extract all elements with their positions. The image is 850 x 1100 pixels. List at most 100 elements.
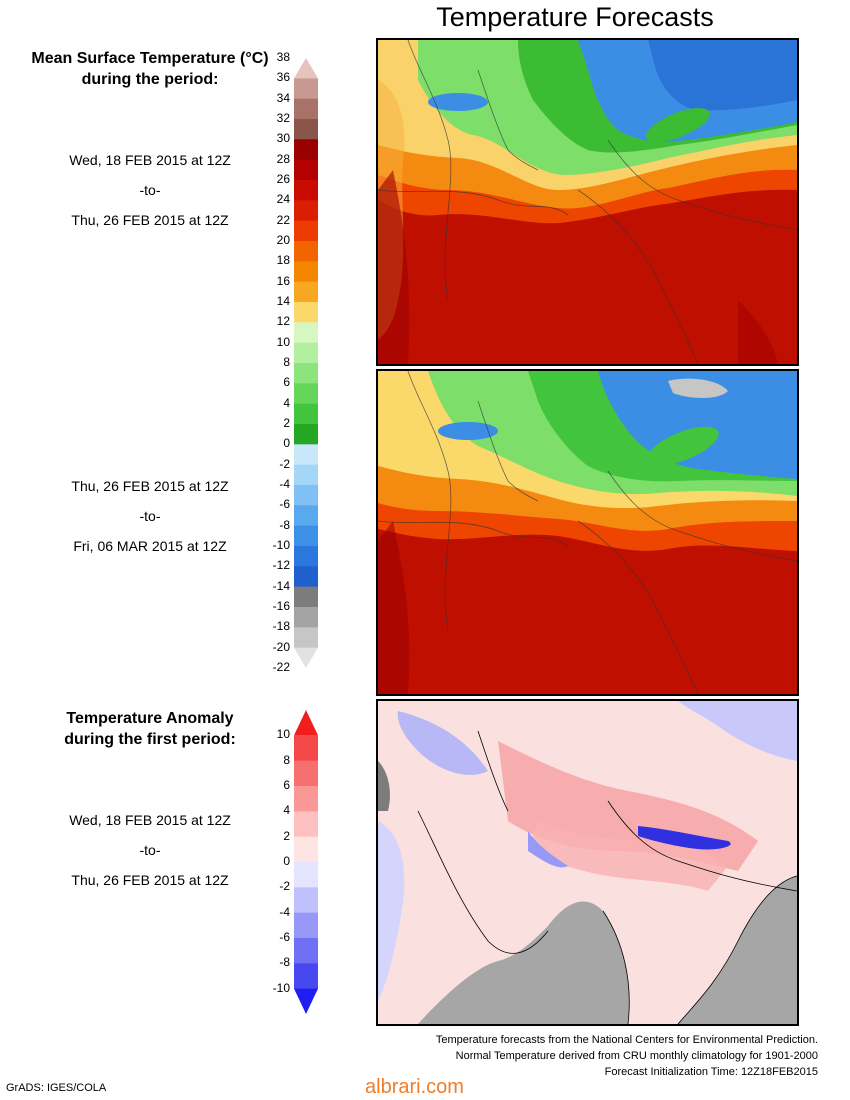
mean-temp-tick-label: -16 — [272, 599, 290, 613]
mean-temp-color-segment — [294, 383, 318, 405]
anomaly-color-segment — [294, 836, 318, 863]
mean-temp-tick-label: -20 — [272, 639, 290, 654]
mean-temp-tick-label: 28 — [276, 151, 290, 166]
temperature-map-period1-graphic — [378, 40, 797, 364]
period2-separator: -to- — [139, 508, 161, 524]
mean-temp-color-segment — [294, 58, 318, 79]
anomaly-color-segment — [294, 710, 318, 736]
mean-temp-tick-label: 2 — [283, 416, 290, 430]
anomaly-color-segment — [294, 760, 318, 787]
mean-temp-tick-label: 6 — [283, 375, 290, 390]
mean-temp-heading: Mean Surface Temperature (°C) during the… — [0, 48, 300, 90]
mean-temp-tick-label: -18 — [272, 619, 290, 634]
mean-temp-color-segment — [294, 261, 318, 283]
mean-temp-tick-label: 16 — [276, 273, 290, 288]
period1-start: Wed, 18 FEB 2015 at 12Z — [69, 152, 231, 168]
mean-temp-color-segment — [294, 119, 318, 140]
anomaly-tick-label: 10 — [276, 727, 290, 742]
anomaly-heading-line2: during the first period: — [64, 731, 236, 748]
mean-temp-color-segment — [294, 505, 318, 527]
mean-temp-tick-label: 22 — [276, 212, 290, 227]
mean-temp-tick-label: -8 — [279, 517, 290, 532]
mean-temp-tick-label: -22 — [272, 660, 290, 674]
anomaly-color-segment — [294, 811, 318, 838]
anomaly-tick-label: -2 — [279, 879, 290, 894]
anomaly-tick-label: -8 — [279, 955, 290, 970]
mean-temp-tick-label: 38 — [276, 50, 290, 64]
period2-start: Thu, 26 FEB 2015 at 12Z — [71, 478, 229, 494]
mean-temp-color-segment — [294, 98, 318, 120]
mean-temp-tick-label: -14 — [272, 578, 290, 593]
mean-temp-color-segment — [294, 302, 318, 323]
mean-temp-color-segment — [294, 464, 318, 486]
mean-temp-tick-label: 8 — [283, 355, 290, 369]
mean-temp-tick-label: -10 — [272, 538, 290, 552]
mean-temp-color-segment — [294, 241, 318, 262]
anomaly-tick-label: 0 — [283, 854, 290, 868]
mean-temp-color-segment — [294, 363, 318, 384]
period2-end: Fri, 06 MAR 2015 at 12Z — [73, 538, 227, 554]
anomaly-heading: Temperature Anomaly during the first per… — [0, 708, 300, 750]
anomaly-color-segment — [294, 938, 318, 964]
period1-end: Thu, 26 FEB 2015 at 12Z — [71, 212, 229, 228]
page-title: Temperature Forecasts — [436, 2, 714, 32]
footer-line1: Temperature forecasts from the National … — [435, 1034, 818, 1046]
mean-temp-tick-label: -6 — [279, 497, 290, 512]
grads-credit: GrADS: IGES/COLA — [6, 1082, 107, 1094]
mean-temp-heading-line2: during the period: — [81, 71, 219, 88]
anomaly-color-segment — [294, 988, 318, 1014]
mean-temp-color-segment — [294, 281, 318, 303]
mean-temp-tick-label: 26 — [276, 172, 290, 186]
period1-separator: -to- — [139, 182, 161, 198]
anomaly-tick-label: 8 — [283, 752, 290, 767]
anomaly-colorbar — [294, 710, 318, 1014]
mean-temp-color-segment — [294, 139, 318, 161]
anomaly-map-graphic — [378, 701, 797, 1024]
mean-temp-tick-label: 4 — [283, 395, 290, 410]
mean-temp-color-segment — [294, 586, 318, 608]
anomaly-period-start: Wed, 18 FEB 2015 at 12Z — [69, 812, 231, 828]
temperature-map-period2-graphic — [378, 371, 797, 694]
mean-temp-tick-label: 10 — [276, 334, 290, 349]
anomaly-tick-label: -10 — [272, 980, 290, 995]
anomaly-colorbar-svg — [294, 710, 318, 1014]
anomaly-period-end: Thu, 26 FEB 2015 at 12Z — [71, 872, 229, 888]
mean-temp-tick-label: 18 — [276, 253, 290, 268]
mean-temp-tick-label: -12 — [272, 558, 290, 573]
anomaly-color-segment — [294, 735, 318, 762]
footer-notes: Temperature forecasts from the National … — [436, 1032, 818, 1080]
anomaly-color-segment — [294, 963, 318, 990]
mean-temp-tick-label: 24 — [276, 192, 290, 207]
mean-temp-color-segment — [294, 627, 318, 649]
mean-temp-color-segment — [294, 444, 318, 466]
anomaly-tick-label: -6 — [279, 930, 290, 944]
mean-temp-tick-label: 20 — [276, 233, 290, 247]
mean-temp-color-segment — [294, 200, 318, 222]
mean-temp-color-segment — [294, 403, 318, 425]
footer-line3: Forecast Initialization Time: 12Z18FEB20… — [604, 1066, 818, 1078]
temperature-map-period1 — [376, 38, 799, 366]
anomaly-tick-label: 2 — [283, 828, 290, 843]
mean-temp-color-segment — [294, 607, 318, 628]
anomaly-color-segment — [294, 786, 318, 812]
mean-temp-tick-label: -2 — [279, 456, 290, 471]
mean-temp-tick-label: 0 — [283, 436, 290, 451]
mean-temp-tick-label: 30 — [276, 131, 290, 146]
mean-temp-color-segment — [294, 342, 318, 364]
footer-line2: Normal Temperature derived from CRU mont… — [455, 1050, 818, 1062]
mean-temp-color-segment — [294, 322, 318, 344]
mean-temp-color-segment — [294, 525, 318, 547]
mean-temp-color-segment — [294, 647, 318, 668]
anomaly-period-separator: -to- — [139, 842, 161, 858]
anomaly-tick-label: -4 — [279, 904, 290, 919]
anomaly-map — [376, 699, 799, 1026]
anomaly-heading-line1: Temperature Anomaly — [66, 710, 234, 727]
mean-temp-color-segment — [294, 424, 318, 445]
mean-temp-tick-label: 36 — [276, 70, 290, 85]
anomaly-tick-label: 4 — [283, 803, 290, 818]
mean-temp-colorbar — [294, 58, 318, 668]
mean-temp-colorbar-svg — [294, 58, 318, 668]
mean-temp-tick-label: 12 — [276, 314, 290, 329]
anomaly-color-segment — [294, 862, 318, 888]
mean-temp-tick-label: 34 — [276, 90, 290, 105]
